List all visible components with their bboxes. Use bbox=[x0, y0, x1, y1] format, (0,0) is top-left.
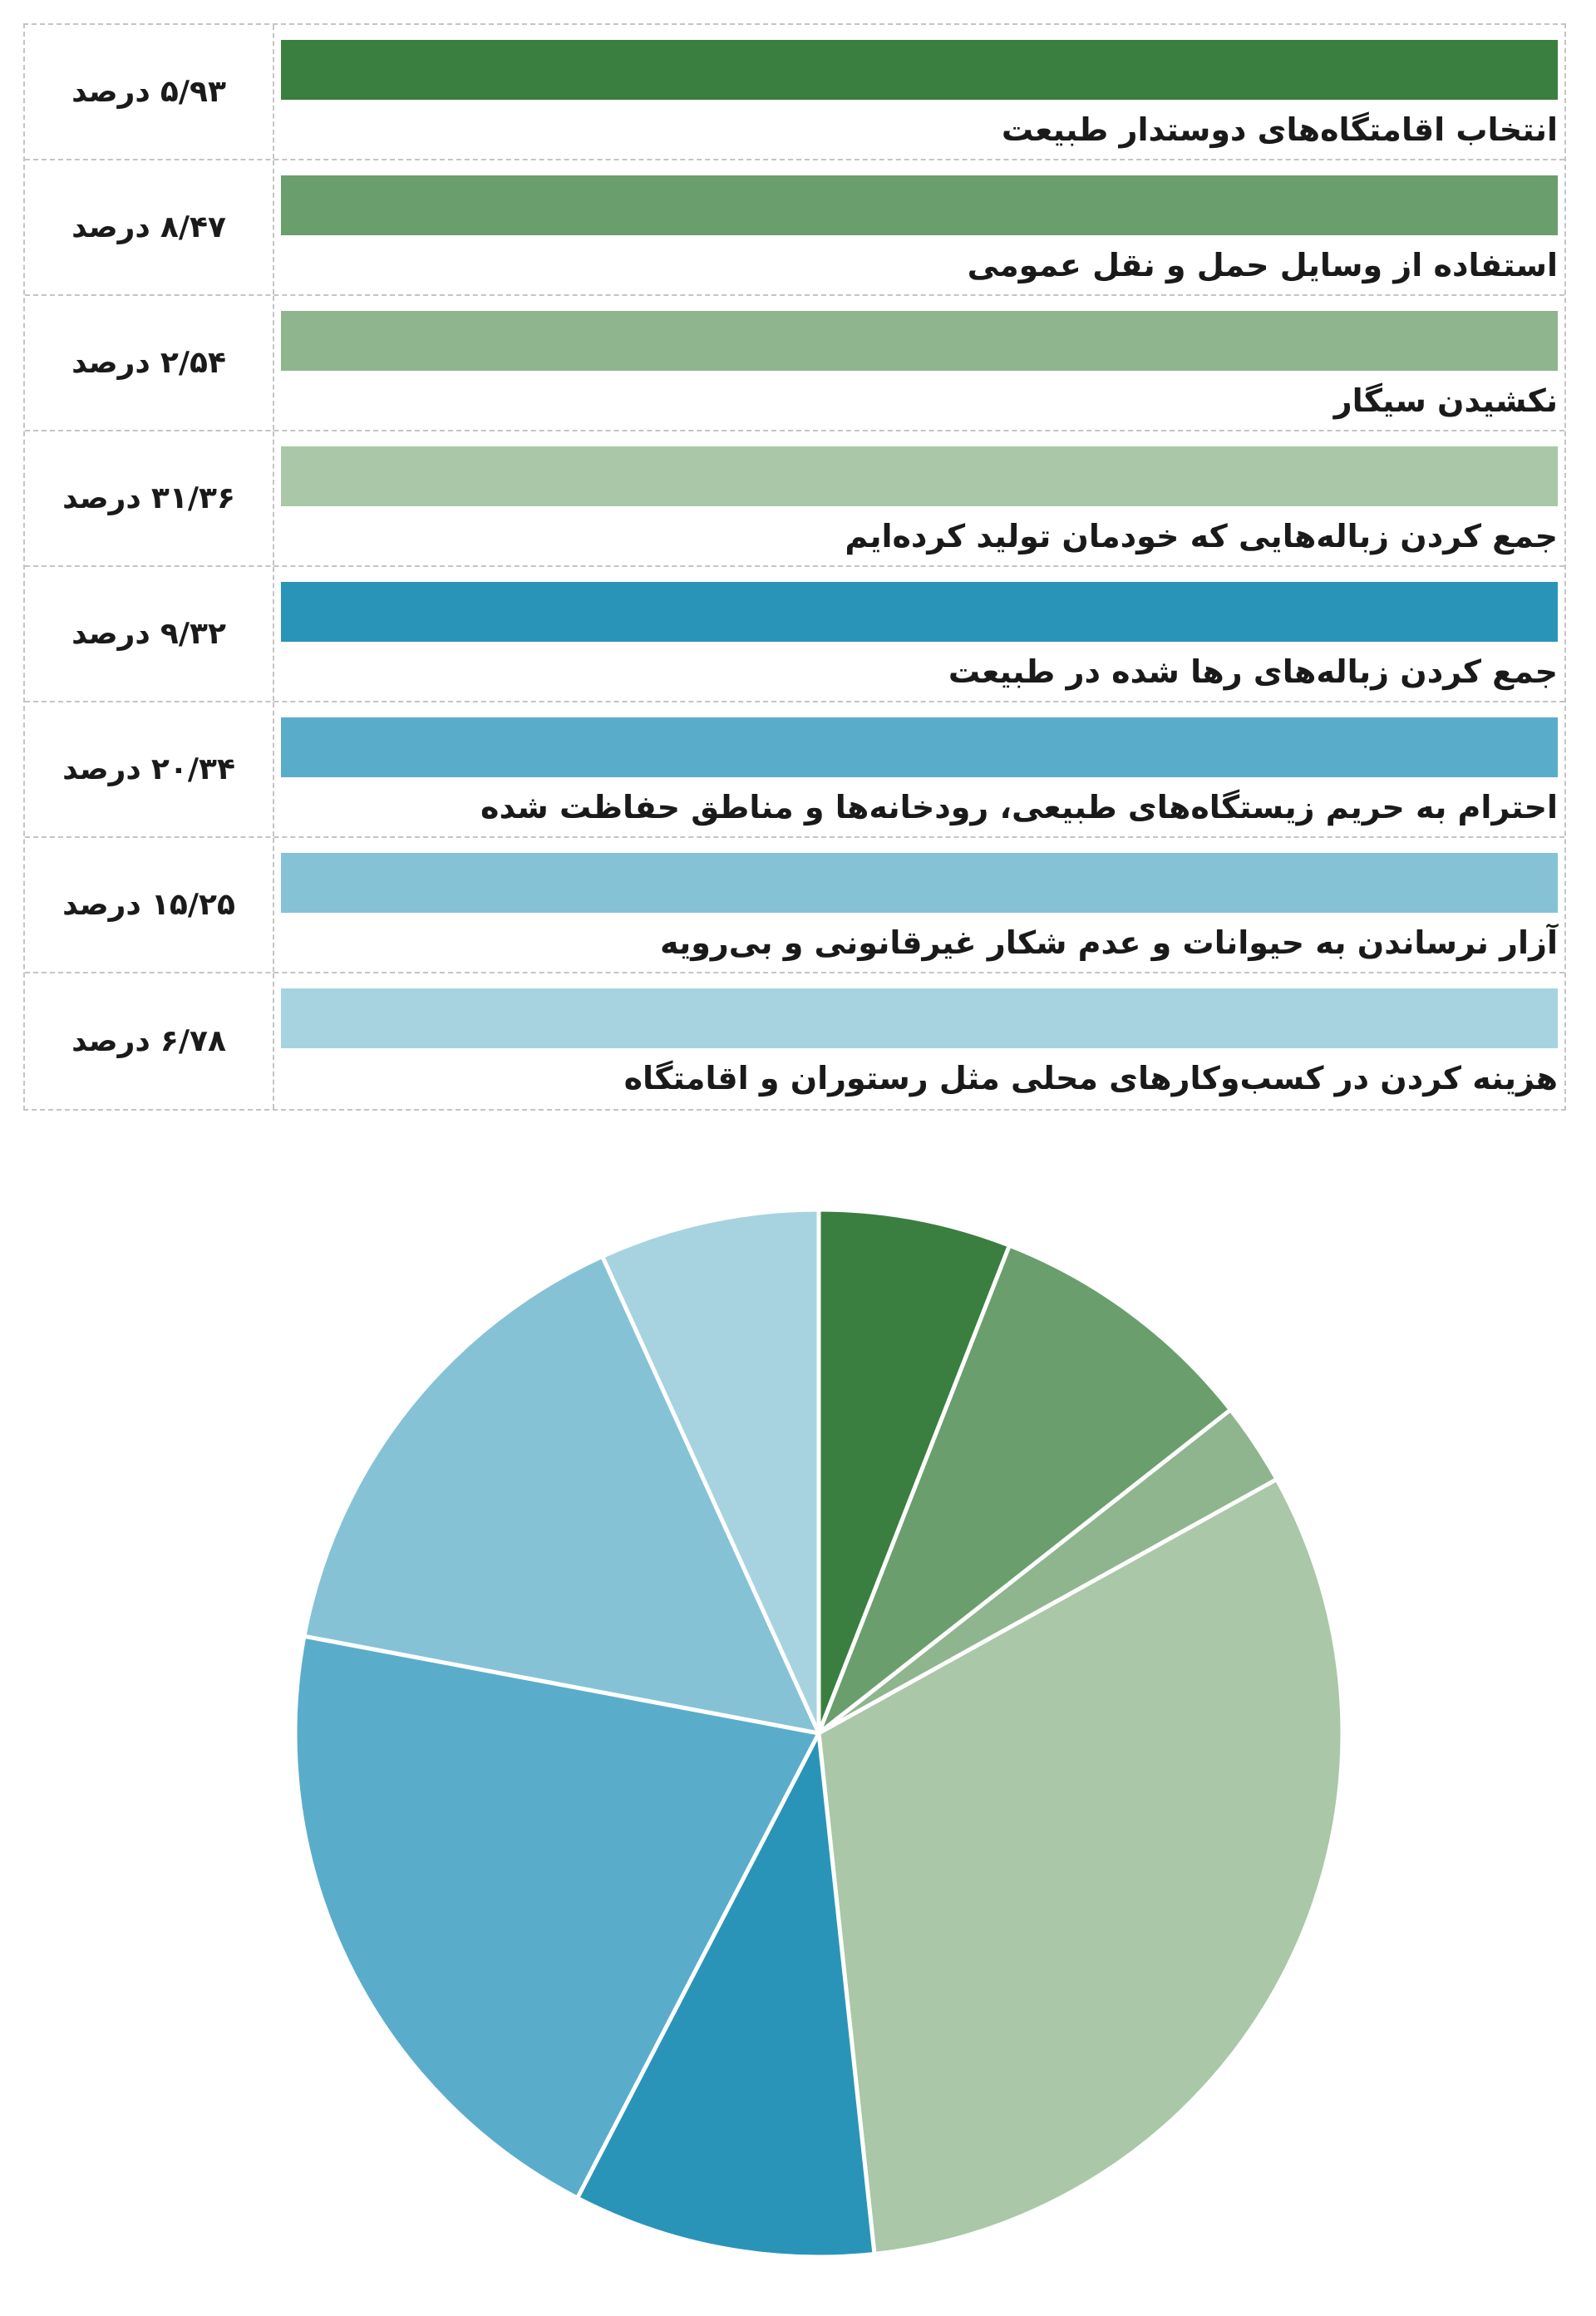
legend-bar-cell: انتخاب اقامتگاه‌های دوستدار طبیعت bbox=[274, 25, 1564, 159]
legend-label: هزینه کردن در کسب‌وکارهای محلی مثل رستور… bbox=[623, 1060, 1558, 1096]
percentage-value: ۵/۹۳ bbox=[160, 75, 226, 109]
percentage-unit: درصد bbox=[71, 617, 150, 651]
percentage-value: ۸/۴۷ bbox=[160, 210, 226, 244]
legend-row: ۲۰/۳۴ درصد احترام به حریم زیستگاه‌های طبیع… bbox=[25, 702, 1564, 838]
legend-color-bar bbox=[281, 988, 1558, 1048]
percentage-label: ۲۰/۳۴ درصد bbox=[25, 702, 274, 836]
legend-label: انتخاب اقامتگاه‌های دوستدار طبیعت bbox=[1001, 111, 1558, 148]
legend-label: جمع کردن زباله‌های رها شده در طبیعت bbox=[948, 653, 1558, 690]
percentage-label: ۶/۷۸ درصد bbox=[25, 973, 274, 1109]
legend-color-bar bbox=[281, 311, 1558, 371]
percentage-unit: درصد bbox=[71, 75, 150, 109]
pie-slice bbox=[816, 1207, 1012, 1736]
percentage-label: ۱۵/۲۵ درصد bbox=[25, 838, 274, 972]
legend-label: احترام به حریم زیستگاه‌های طبیعی، رودخان… bbox=[480, 789, 1558, 825]
legend-label: نکشیدن سیگار bbox=[1333, 382, 1558, 419]
percentage-unit: درصد bbox=[71, 346, 150, 380]
percentage-unit: درصد bbox=[71, 210, 150, 244]
legend-row: ۶/۷۸ درصد هزینه کردن در کسب‌وکارهای محلی م… bbox=[25, 973, 1564, 1109]
legend-row: ۱۵/۲۵ درصد آزار نرساندن به حیوانات و عدم ش… bbox=[25, 838, 1564, 973]
legend-bar-cell: احترام به حریم زیستگاه‌های طبیعی، رودخان… bbox=[274, 702, 1564, 836]
legend-bar-cell: استفاده از وسایل حمل و نقل عمومی bbox=[274, 160, 1564, 294]
legend-bar-cell: آزار نرساندن به حیوانات و عدم شکار غیرقا… bbox=[274, 838, 1564, 972]
pie-chart bbox=[293, 1207, 1345, 2259]
percentage-value: ۲/۵۴ bbox=[160, 346, 226, 380]
legend-row: ۹/۳۲ درصد جمع کردن زباله‌های رها شده در طب… bbox=[25, 567, 1564, 702]
percentage-value: ۲۰/۳۴ bbox=[150, 752, 235, 786]
legend-row: ۵/۹۳ درصد انتخاب اقامتگاه‌های دوستدار طبیع… bbox=[25, 25, 1564, 160]
percentage-unit: درصد bbox=[62, 481, 141, 515]
legend-color-bar bbox=[281, 717, 1558, 777]
percentage-unit: درصد bbox=[62, 888, 141, 922]
percentage-label: ۲/۵۴ درصد bbox=[25, 296, 274, 430]
percentage-label: ۳۱/۳۶ درصد bbox=[25, 431, 274, 565]
pie-slice bbox=[816, 1243, 1233, 1736]
legend-color-bar bbox=[281, 582, 1558, 642]
legend-row: ۳۱/۳۶ درصد جمع کردن زباله‌هایی که خودمان ت… bbox=[25, 431, 1564, 567]
legend-bar-cell: جمع کردن زباله‌هایی که خودمان تولید کرده… bbox=[274, 431, 1564, 565]
legend-color-bar bbox=[281, 40, 1558, 100]
legend-bar-cell: هزینه کردن در کسب‌وکارهای محلی مثل رستور… bbox=[274, 973, 1564, 1109]
pie-slice bbox=[816, 1476, 1345, 2256]
legend-color-bar bbox=[281, 853, 1558, 913]
percentage-value: ۳۱/۳۶ bbox=[150, 481, 235, 515]
percentage-value: ۹/۳۲ bbox=[160, 617, 226, 651]
legend-label: استفاده از وسایل حمل و نقل عمومی bbox=[967, 247, 1558, 283]
percentage-label: ۹/۳۲ درصد bbox=[25, 567, 274, 701]
percentage-value: ۶/۷۸ bbox=[160, 1024, 226, 1058]
legend-row: ۸/۴۷ درصد استفاده از وسایل حمل و نقل عمومی bbox=[25, 160, 1564, 296]
legend-label: آزار نرساندن به حیوانات و عدم شکار غیرقا… bbox=[659, 924, 1558, 961]
legend-bar-cell: نکشیدن سیگار bbox=[274, 296, 1564, 430]
pie-slice bbox=[600, 1207, 821, 1736]
percentage-value: ۱۵/۲۵ bbox=[150, 888, 235, 922]
legend-label: جمع کردن زباله‌هایی که خودمان تولید کرده… bbox=[845, 518, 1558, 554]
pie-slice bbox=[302, 1254, 821, 1736]
percentage-unit: درصد bbox=[62, 752, 141, 786]
percentage-unit: درصد bbox=[71, 1024, 150, 1058]
pie-slice bbox=[293, 1634, 821, 2200]
pie-slice bbox=[575, 1731, 877, 2259]
legend-bar-cell: جمع کردن زباله‌های رها شده در طبیعت bbox=[274, 567, 1564, 701]
legend-table: ۵/۹۳ درصد انتخاب اقامتگاه‌های دوستدار طبیع… bbox=[23, 23, 1566, 1111]
legend-color-bar bbox=[281, 175, 1558, 235]
percentage-label: ۵/۹۳ درصد bbox=[25, 25, 274, 159]
percentage-label: ۸/۴۷ درصد bbox=[25, 160, 274, 294]
legend-row: ۲/۵۴ درصد نکشیدن سیگار bbox=[25, 296, 1564, 431]
legend-color-bar bbox=[281, 446, 1558, 506]
